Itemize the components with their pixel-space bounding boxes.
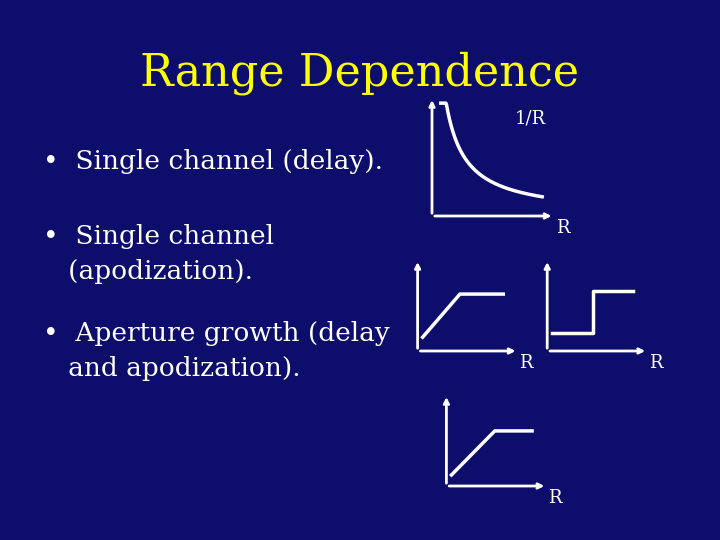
Text: R: R [548, 489, 562, 507]
Text: •  Aperture growth (delay
   and apodization).: • Aperture growth (delay and apodization… [43, 321, 390, 381]
Text: 1/R: 1/R [516, 110, 546, 127]
Text: •  Single channel
   (apodization).: • Single channel (apodization). [43, 224, 274, 284]
Text: R: R [519, 354, 533, 372]
Text: R: R [556, 219, 569, 237]
Text: Range Dependence: Range Dependence [140, 51, 580, 94]
Text: R: R [649, 354, 662, 372]
Text: •  Single channel (delay).: • Single channel (delay). [43, 150, 383, 174]
